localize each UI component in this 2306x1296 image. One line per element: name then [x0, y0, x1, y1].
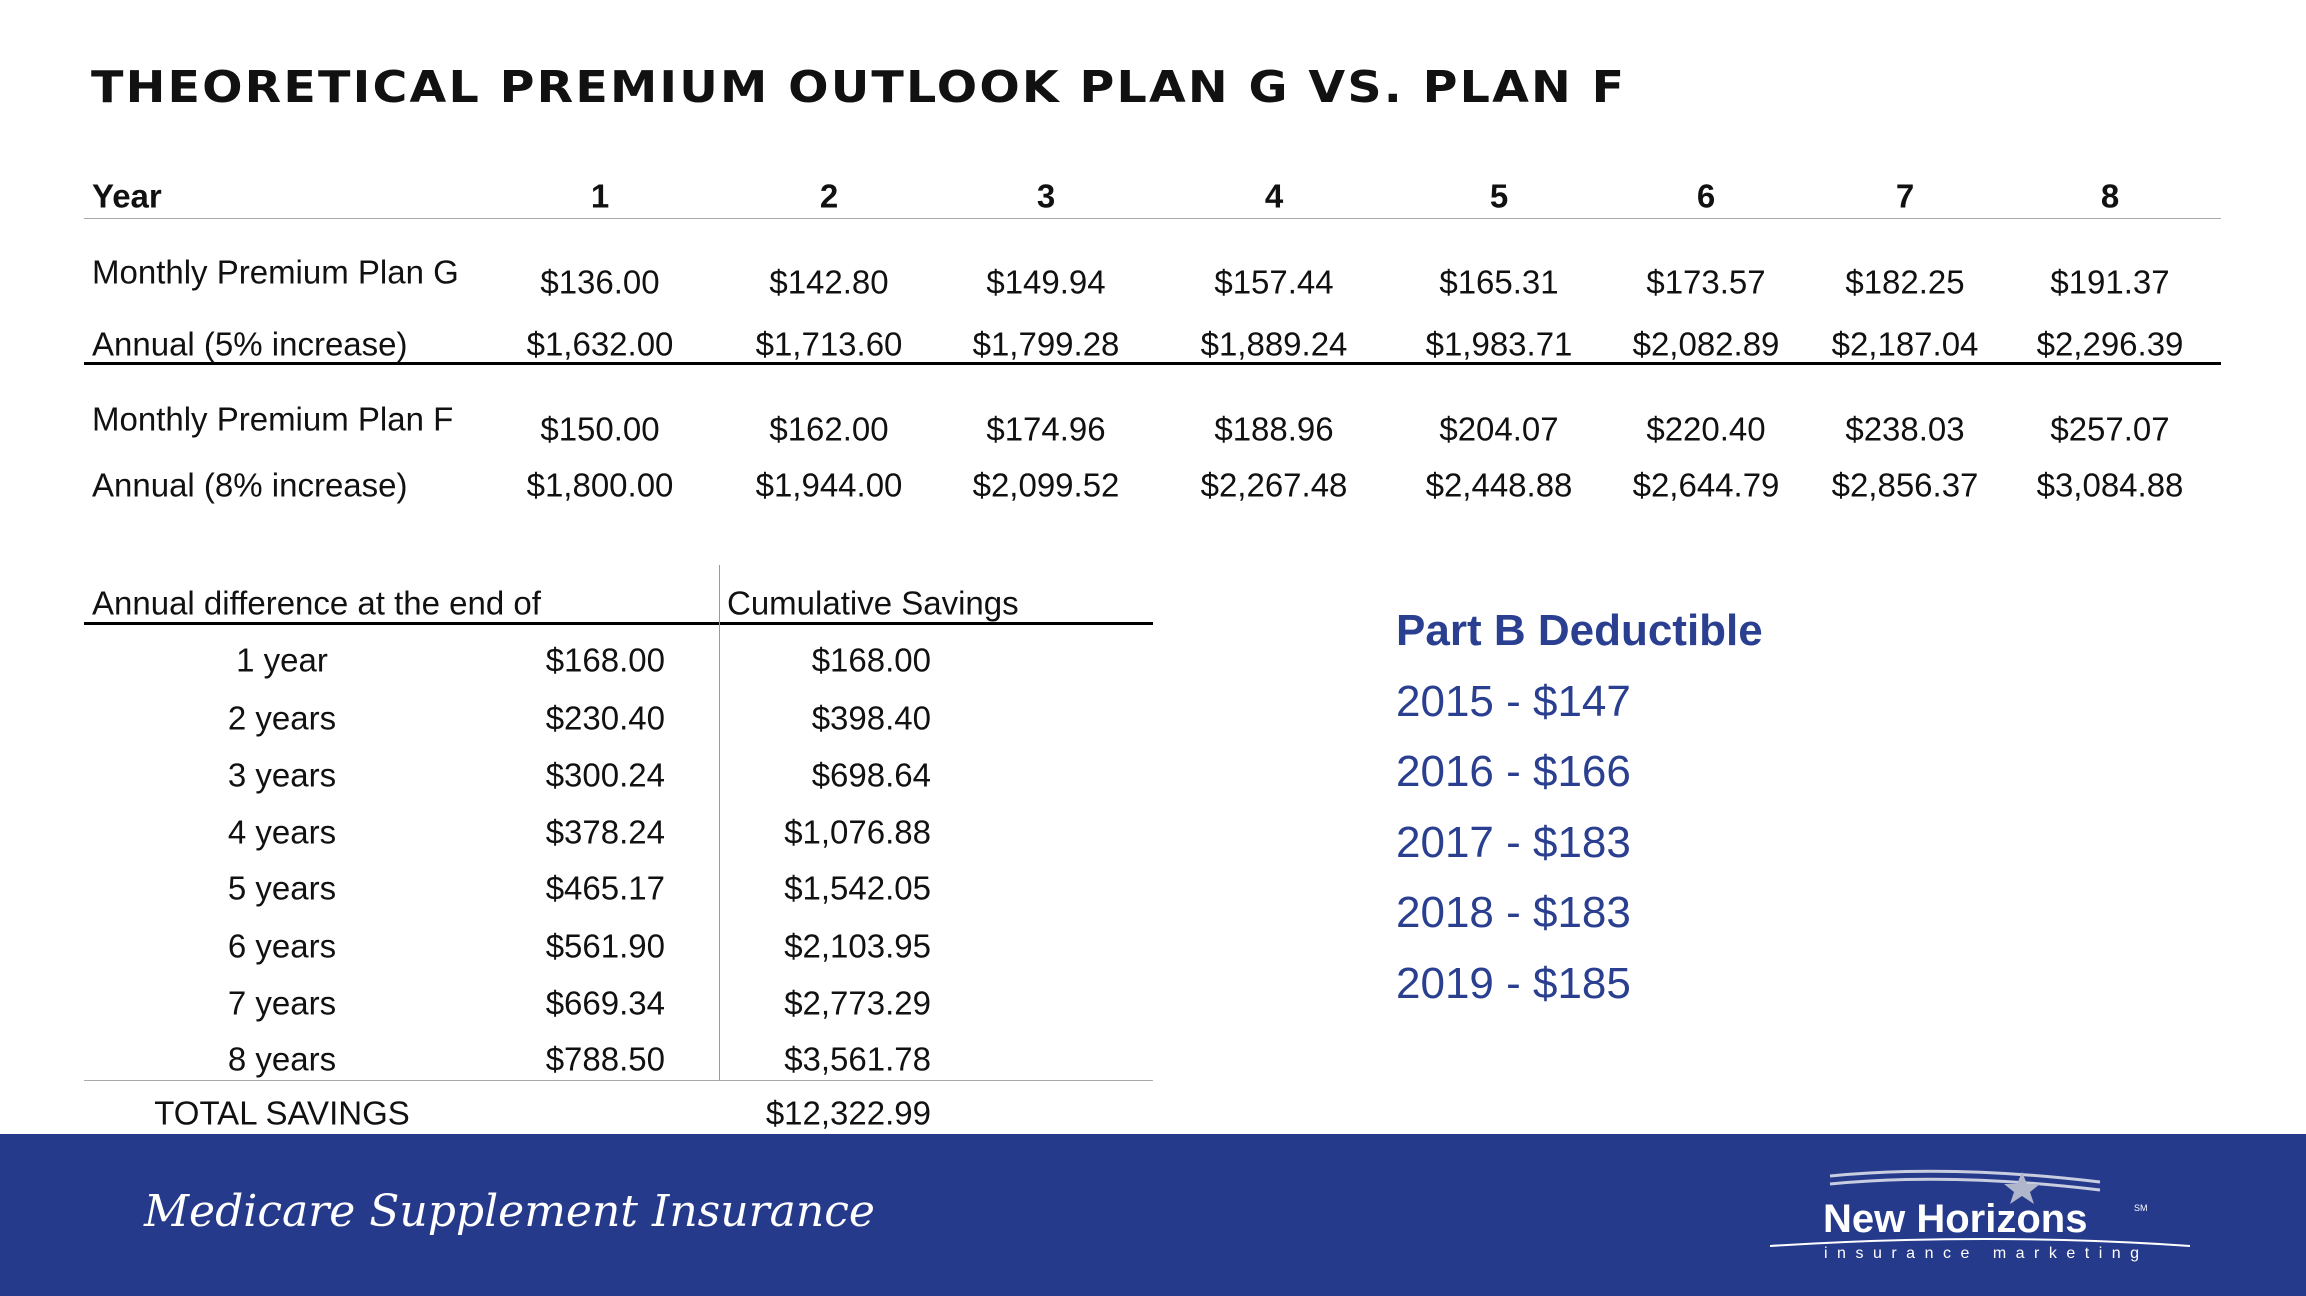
deductible-item: 2017 - $183: [1396, 818, 1631, 867]
total-label: TOTAL SAVINGS: [154, 1094, 410, 1132]
cell: $165.31: [1439, 263, 1559, 301]
cell: $149.94: [986, 263, 1106, 301]
row-label: Annual (8% increase): [92, 466, 408, 504]
cell: $174.96: [986, 410, 1106, 448]
cell: $788.50: [545, 1040, 665, 1078]
title: THEORETICAL PREMIUM OUTLOOK PLAN G VS. P…: [91, 62, 1627, 113]
total-value: $12,322.99: [765, 1094, 931, 1132]
total-rule: [84, 1080, 1153, 1081]
row-label: 2 years: [227, 699, 337, 737]
row-label: 7 years: [227, 984, 337, 1022]
column-header: 2: [819, 177, 839, 215]
cell: $142.80: [769, 263, 889, 301]
cell: $204.07: [1439, 410, 1559, 448]
header-rule: [84, 622, 1153, 625]
column-header: Year: [92, 177, 162, 215]
cell: $2,082.89: [1632, 325, 1780, 363]
row-label: 5 years: [227, 869, 337, 907]
cell: $182.25: [1845, 263, 1965, 301]
column-header: Annual difference at the end of: [92, 584, 541, 622]
row-label: 6 years: [227, 927, 337, 965]
cell: $2,773.29: [784, 984, 931, 1022]
cell: $2,103.95: [784, 927, 931, 965]
cell: $188.96: [1214, 410, 1334, 448]
cell: $2,856.37: [1831, 466, 1979, 504]
footer: Medicare Supplement Insurance New Horizo…: [0, 1134, 2306, 1296]
cell: $150.00: [540, 410, 660, 448]
cell: $2,099.52: [972, 466, 1120, 504]
column-header: 7: [1895, 177, 1915, 215]
logo-mark: SM: [2134, 1203, 2148, 1213]
cell: $191.37: [2050, 263, 2170, 301]
deductible-item: 2016 - $166: [1396, 747, 1631, 796]
header-rule: [84, 218, 2221, 219]
deductible-item: 2019 - $185: [1396, 959, 1631, 1008]
cell: $168.00: [811, 641, 931, 679]
cell: $698.64: [811, 756, 931, 794]
cell: $378.24: [545, 813, 665, 851]
row-label: 8 years: [227, 1040, 337, 1078]
deductible-item: 2018 - $183: [1396, 888, 1631, 937]
cell: $1,944.00: [755, 466, 903, 504]
cell: $2,267.48: [1200, 466, 1348, 504]
cell: $2,448.88: [1425, 466, 1573, 504]
column-header: 8: [2100, 177, 2120, 215]
row-label: Annual (5% increase): [92, 325, 408, 363]
cell: $230.40: [545, 699, 665, 737]
cell: $561.90: [545, 927, 665, 965]
cell: $2,644.79: [1632, 466, 1780, 504]
row-label: 1 year: [236, 641, 328, 679]
cell: $238.03: [1845, 410, 1965, 448]
cell: $157.44: [1214, 263, 1334, 301]
cell: $1,983.71: [1425, 325, 1573, 363]
cell: $2,296.39: [2036, 325, 2184, 363]
cell: $3,561.78: [784, 1040, 931, 1078]
cell: $257.07: [2050, 410, 2170, 448]
row-label: Monthly Premium Plan G: [92, 253, 459, 291]
row-label: Monthly Premium Plan F: [92, 400, 454, 438]
cell: $1,076.88: [784, 813, 931, 851]
cell: $3,084.88: [2036, 466, 2184, 504]
cell: $1,889.24: [1200, 325, 1348, 363]
column-header: 3: [1036, 177, 1056, 215]
deductible-title: Part B Deductible: [1396, 606, 1763, 655]
column-rule: [719, 565, 720, 1080]
cell: $1,542.05: [784, 869, 931, 907]
cell: $1,799.28: [972, 325, 1120, 363]
tagline: Medicare Supplement Insurance: [144, 1186, 875, 1237]
column-header: 4: [1264, 177, 1284, 215]
cell: $465.17: [545, 869, 665, 907]
cell: $398.40: [811, 699, 931, 737]
cell: $300.24: [545, 756, 665, 794]
group-rule: [84, 362, 2221, 365]
deductible-item: 2015 - $147: [1396, 677, 1631, 726]
cell: $1,713.60: [755, 325, 903, 363]
logo: New Horizons: [1823, 1197, 2088, 1241]
logo-sub: insurance marketing: [1824, 1245, 2149, 1262]
cell: $2,187.04: [1831, 325, 1979, 363]
cell: $1,800.00: [526, 466, 674, 504]
cell: $669.34: [545, 984, 665, 1022]
column-header: 5: [1489, 177, 1509, 215]
cell: $1,632.00: [526, 325, 674, 363]
logo-swoosh: [1770, 1169, 2191, 1247]
cell: $220.40: [1646, 410, 1766, 448]
row-label: 4 years: [227, 813, 337, 851]
cell: $162.00: [769, 410, 889, 448]
cell: $173.57: [1646, 263, 1766, 301]
row-label: 3 years: [227, 756, 337, 794]
cell: $168.00: [545, 641, 665, 679]
column-header: 1: [590, 177, 610, 215]
cell: $136.00: [540, 263, 660, 301]
column-header: 6: [1696, 177, 1716, 215]
column-header: Cumulative Savings: [727, 584, 1019, 622]
